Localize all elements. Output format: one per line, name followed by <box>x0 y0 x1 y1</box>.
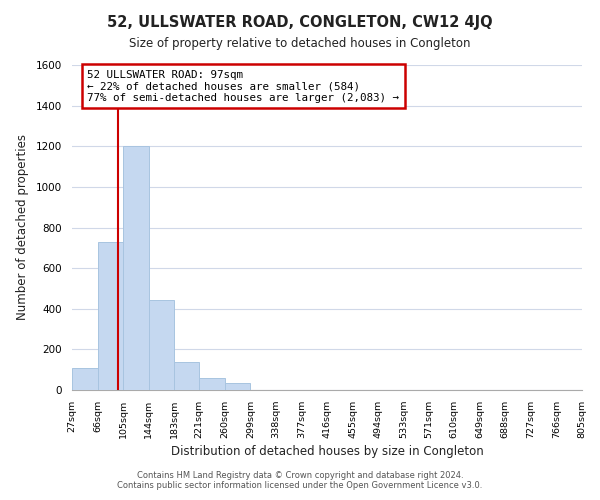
Bar <box>174 362 199 390</box>
X-axis label: Distribution of detached houses by size in Congleton: Distribution of detached houses by size … <box>170 445 484 458</box>
Bar <box>98 242 123 390</box>
Bar <box>225 383 250 390</box>
Text: 52, ULLSWATER ROAD, CONGLETON, CW12 4JQ: 52, ULLSWATER ROAD, CONGLETON, CW12 4JQ <box>107 15 493 30</box>
Bar <box>199 378 225 390</box>
Y-axis label: Number of detached properties: Number of detached properties <box>16 134 29 320</box>
Text: 52 ULLSWATER ROAD: 97sqm
← 22% of detached houses are smaller (584)
77% of semi-: 52 ULLSWATER ROAD: 97sqm ← 22% of detach… <box>88 70 400 103</box>
Bar <box>123 146 149 390</box>
Text: Contains HM Land Registry data © Crown copyright and database right 2024.
Contai: Contains HM Land Registry data © Crown c… <box>118 470 482 490</box>
Bar <box>72 368 98 390</box>
Text: Size of property relative to detached houses in Congleton: Size of property relative to detached ho… <box>129 38 471 51</box>
Bar <box>149 300 174 390</box>
